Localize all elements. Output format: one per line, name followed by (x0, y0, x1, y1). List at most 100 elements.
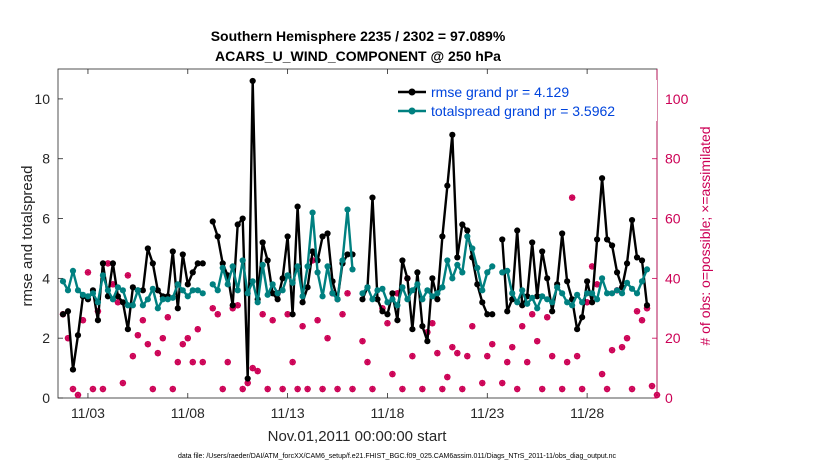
rmse-point (234, 221, 241, 228)
rmse-point (613, 269, 621, 276)
obs-assimilated-stroke (504, 359, 511, 365)
obs-assimilated-stroke (559, 386, 565, 392)
obs-marker (69, 385, 77, 393)
obs-assimilated-stroke (499, 380, 506, 386)
obs-marker (623, 334, 631, 342)
totalspread-point (404, 296, 411, 303)
totalspread-point (319, 293, 326, 300)
obs-marker (499, 379, 506, 387)
obs-marker (294, 385, 301, 393)
obs-marker (199, 358, 206, 366)
rmse-point (628, 216, 636, 224)
obs-marker (429, 320, 436, 327)
rmse-point (124, 326, 131, 333)
totalspread-point (284, 272, 291, 279)
totalspread-point (124, 302, 131, 309)
obs-marker (449, 343, 456, 351)
obs-marker (538, 385, 546, 393)
obs-assimilated-stroke (239, 386, 246, 392)
obs-marker (504, 358, 511, 366)
totalspread-point (214, 287, 221, 294)
totalspread-point (289, 279, 296, 286)
rmse-point (484, 311, 491, 318)
rmse-point (584, 278, 591, 285)
obs-marker (648, 382, 656, 390)
y-right-tick-label: 80 (665, 151, 681, 167)
obs-marker (484, 352, 491, 360)
obs-assimilated-stroke (135, 332, 141, 338)
totalspread-point (94, 299, 102, 306)
obs-assimilated-stroke (165, 314, 171, 321)
totalspread-point (324, 263, 331, 270)
obs-marker (134, 331, 142, 339)
totalspread-point (594, 296, 601, 303)
chart-title-line-1: Southern Hemisphere 2235 / 2302 = 97.089… (211, 28, 506, 44)
totalspread-point (399, 284, 406, 291)
chart-title-line-2: ACARS_U_WIND_COMPONENT @ 250 hPa (215, 48, 501, 64)
totalspread-point (613, 287, 621, 294)
totalspread-point (169, 294, 176, 301)
y-right-tick-label: 100 (665, 91, 689, 107)
rmse-point (94, 317, 102, 324)
totalspread-point (144, 296, 151, 303)
rmse-point (344, 251, 351, 258)
obs-marker (509, 343, 516, 351)
obs-marker (159, 334, 167, 342)
rmse-point (154, 287, 161, 294)
totalspread-point (179, 287, 186, 294)
rmse-point (64, 308, 72, 315)
rmse-point (99, 260, 107, 267)
obs-marker (244, 379, 251, 387)
obs-assimilated-stroke (454, 350, 461, 356)
y-left-tick-label: 6 (42, 211, 50, 227)
obs-assimilated-stroke (100, 386, 106, 392)
totalspread-point (364, 284, 371, 291)
obs-assimilated-stroke (185, 335, 191, 341)
obs-assimilated-stroke (334, 386, 341, 392)
obs-assimilated-stroke (314, 317, 321, 323)
totalspread-point (89, 290, 97, 297)
rmse-point (279, 275, 286, 282)
obs-assimilated-stroke (409, 353, 416, 359)
legend: rmse grand pr = 4.129 totalspread grand … (398, 80, 657, 121)
totalspread-point (139, 302, 146, 309)
obs-marker (319, 385, 326, 393)
totalspread-point (569, 302, 576, 309)
rmse-point (459, 221, 466, 228)
rmse-point (539, 248, 546, 255)
obs-assimilated-stroke (509, 344, 516, 350)
totalspread-point (469, 245, 476, 252)
rmse-point (249, 77, 256, 85)
rmse-point (119, 299, 126, 306)
obs-assimilated-stroke (459, 386, 466, 392)
totalspread-point (229, 263, 236, 270)
rmse-point (144, 245, 151, 252)
totalspread-point (429, 293, 436, 300)
rmse-point (574, 326, 581, 333)
rmse-point (324, 230, 331, 237)
obs-assimilated-stroke (629, 386, 635, 392)
obs-assimilated-stroke (80, 317, 86, 323)
legend-spread-marker (408, 107, 416, 115)
rmse-point (633, 254, 641, 261)
y-right-tick-label: 0 (665, 390, 673, 406)
rmse-point (638, 257, 646, 264)
rmse-point (643, 302, 651, 309)
rmse-point (294, 203, 301, 210)
rmse-point (369, 194, 376, 201)
obs-assimilated-stroke (324, 335, 331, 341)
totalspread-point (164, 296, 171, 303)
x-tick-label: 11/08 (171, 405, 205, 421)
obs-assimilated-stroke (249, 365, 256, 371)
rmse-point (374, 296, 381, 303)
obs-marker (339, 311, 346, 318)
obs-assimilated-stroke (120, 380, 126, 386)
x-tick-label: 11/28 (570, 405, 604, 421)
y-left-tick-label: 2 (42, 330, 50, 346)
totalspread-point (189, 287, 196, 294)
rmse-point (549, 308, 556, 315)
obs-assimilated-stroke (160, 335, 166, 341)
totalspread-point (559, 290, 566, 297)
obs-assimilated-stroke (479, 380, 486, 386)
totalspread-point (334, 296, 341, 303)
